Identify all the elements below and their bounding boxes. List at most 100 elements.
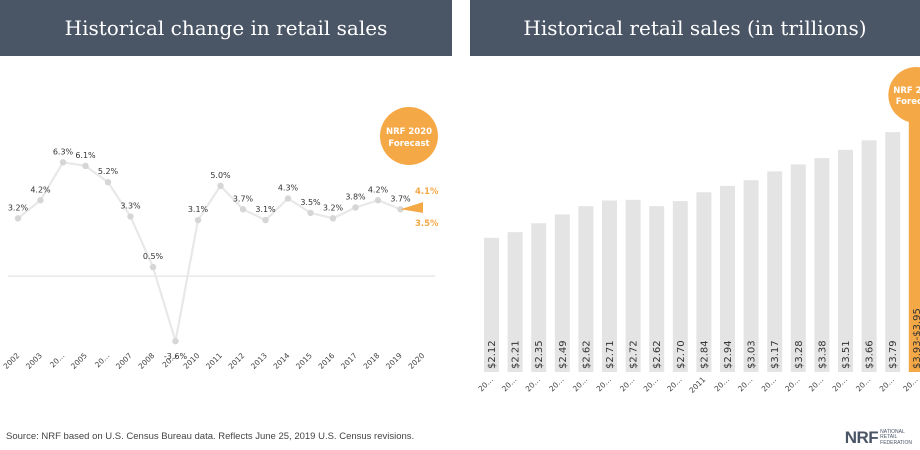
data-label: 3.1% [188,205,209,214]
x-tick-label: 20… [807,375,825,393]
bar-value-label: $3.93-$3.95 [912,308,920,369]
x-tick-label: 20… [783,375,801,393]
bar [720,185,735,372]
x-tick-label: 20… [500,375,518,393]
bar [507,232,523,372]
bar [790,164,806,372]
bar-value-label: $2.21 [511,340,522,369]
bar [814,158,830,372]
data-point [127,213,134,220]
x-tick-label: 2013 [249,351,269,371]
bar-value-label: $3.17 [770,340,781,369]
data-point [262,216,269,224]
x-tick-label: 2011 [687,375,707,395]
data-label: 3.2% [323,203,344,212]
data-label: 3.8% [345,192,366,201]
bar-value-label: $2.84 [699,340,710,369]
x-tick-label: 20… [901,375,919,393]
forecast-badge-line: Forecast [896,97,920,107]
bar [696,192,712,372]
x-tick-label: 2018 [362,351,382,371]
data-point [14,215,22,222]
data-point [172,337,179,345]
x-tick-label: 2008 [137,351,157,371]
forecast-bar [908,122,920,372]
left-chart-header: Historical change in retail sales [0,0,452,56]
x-tick-label: 2014 [272,351,292,371]
x-tick-label: 20… [571,375,589,393]
data-point [217,182,224,190]
bar [484,237,499,372]
line-chart: 3.2%4.2%6.3% 6.1%5.2%3.3%0.5%-3.6%3.1%5.0… [2,107,439,371]
data-label: -3.6% [164,352,188,361]
x-tick-label: 2011 [204,351,224,371]
data-label: 4.2% [368,185,389,194]
data-point [59,159,67,166]
data-label: 5.0% [210,171,231,180]
x-tick-label: 2007 [114,351,134,371]
x-tick-label: 2020 [407,351,427,371]
data-point [104,178,112,186]
forecast-badge-line: Forecast [388,139,429,149]
data-point [149,263,157,271]
bar-value-label: $3.03 [747,340,758,369]
logo-sub-line: NATIONAL [880,428,905,435]
forecast-badge-line: NRF 2020 [893,86,920,96]
x-tick-label: 2012 [227,351,247,371]
x-tick-label: 20… [93,351,111,369]
x-tick-label: 2019 [384,351,404,371]
bar [625,199,641,372]
x-tick-label: 2005 [69,351,89,371]
x-tick-label: 2017 [339,351,359,371]
data-point [82,162,89,170]
data-label: 5.2% [98,167,119,176]
x-tick-label: 20… [830,375,848,393]
bar [672,201,688,372]
x-tick-label: 2015 [294,351,314,371]
data-label: 3.5% [300,198,321,207]
bar-value-label: $2.35 [534,340,545,369]
bar [554,214,570,372]
right-chart-title: Historical retail sales (in trillions) [523,16,867,40]
forecast-range [400,202,423,213]
x-tick-label: 20… [618,375,636,393]
bar-value-label: $3.28 [794,340,805,369]
x-tick-label: 2016 [317,351,337,371]
data-label: 3.3% [120,202,141,211]
bar [649,206,665,372]
x-tick-label: 2003 [24,351,44,371]
bar [602,200,617,372]
bar [767,171,783,372]
bar [578,206,594,372]
bar-value-label: $2.49 [558,340,569,369]
x-tick-label: 20… [642,375,660,393]
forecast-low-label: 3.5% [415,219,439,229]
x-tick-label: 20… [712,375,730,393]
data-label: 3.7% [390,194,411,203]
x-tick-label: 20… [878,375,896,393]
x-tick-label: 20… [48,351,66,369]
bar [838,149,853,372]
bar-value-label: $2.12 [487,340,498,369]
bar-value-label: $2.71 [605,340,616,369]
right-chart-header: Historical retail sales (in trillions) [470,0,920,56]
data-point [37,197,44,204]
logo-sub-line: RETAIL [880,434,898,441]
bar [861,140,877,372]
forecast-badge [380,107,438,165]
data-label: 3.1% [255,205,276,214]
x-tick-label: 20… [736,375,754,393]
x-tick-label: 20… [854,375,872,393]
data-point [284,195,292,202]
data-point [374,197,382,204]
forecast-badge [888,67,920,123]
bar-value-label: $3.38 [817,340,828,369]
data-point [239,206,247,213]
data-label: 6.1% [75,151,96,160]
bar [743,180,759,372]
data-point [307,209,314,217]
logo-mark: NRF [844,428,879,447]
series-line [17,161,401,342]
bar [885,132,901,372]
logo-sub-line: FEDERATION [880,439,912,446]
